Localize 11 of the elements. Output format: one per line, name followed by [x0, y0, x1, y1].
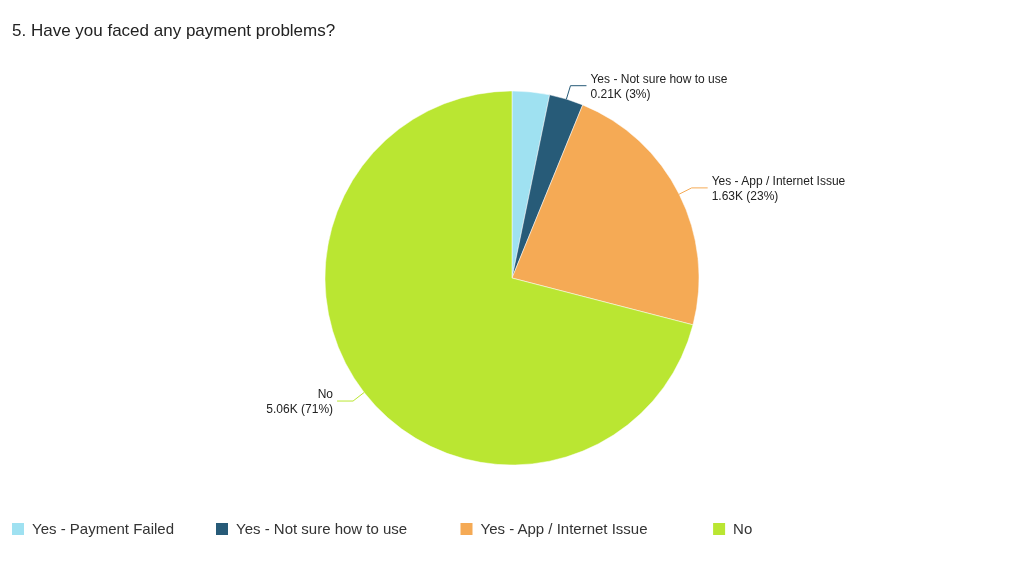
slice-label: Yes - Not sure how to use	[590, 71, 728, 86]
data-label: 0.21K (3%)	[590, 86, 651, 101]
data-label: 1.63K (23%)	[711, 188, 779, 203]
slice-label: Yes - App / Internet Issue	[711, 173, 846, 188]
legend-label: Yes - App / Internet Issue	[480, 520, 648, 537]
legend-label: Yes - Payment Failed	[32, 520, 175, 537]
slice-label: No	[317, 387, 334, 402]
data-label: 5.06K (71%)	[266, 402, 334, 417]
legend-label: Yes - Not sure how to use	[236, 520, 408, 537]
legend-label: No	[733, 520, 753, 537]
chart-title: 5. Have you faced any payment problems?	[12, 21, 336, 40]
